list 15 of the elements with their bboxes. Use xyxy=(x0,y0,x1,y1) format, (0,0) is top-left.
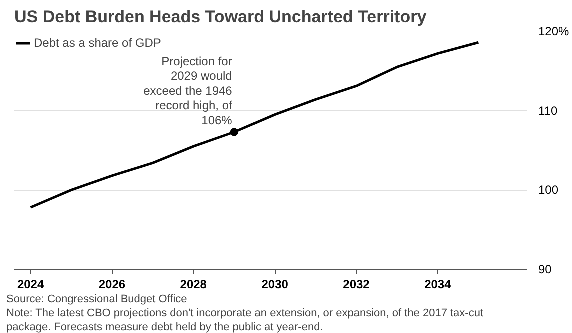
x-tick-label: 2034 xyxy=(424,278,452,292)
x-tick-label: 2032 xyxy=(343,278,370,292)
x-tick-label: 2028 xyxy=(180,278,208,292)
x-tick-label: 2030 xyxy=(262,278,289,292)
y-tick-label: 90 xyxy=(538,262,552,276)
chart-title: US Debt Burden Heads Toward Uncharted Territory xyxy=(14,8,428,26)
y-tick-label: 110 xyxy=(538,104,558,118)
text: Note: The latest CBO projections don't incorporate an extension, or expansion, of the 2017 tax-cut package. Forecasts measure debt held by the public at year-end. xyxy=(6,308,484,333)
source-note: Source: Congressional Budget Office xyxy=(6,294,188,306)
legend-label: Debt as a share of GDP xyxy=(34,36,162,50)
annotation: Projection for 2029 would exceed the 1946 record high, of 106% xyxy=(144,54,234,128)
x-tick-label: 2024 xyxy=(17,278,44,292)
y-tick-label: 120% xyxy=(538,24,570,38)
x-tick-label: 2026 xyxy=(98,278,126,292)
y-tick-label: 100 xyxy=(538,183,559,198)
